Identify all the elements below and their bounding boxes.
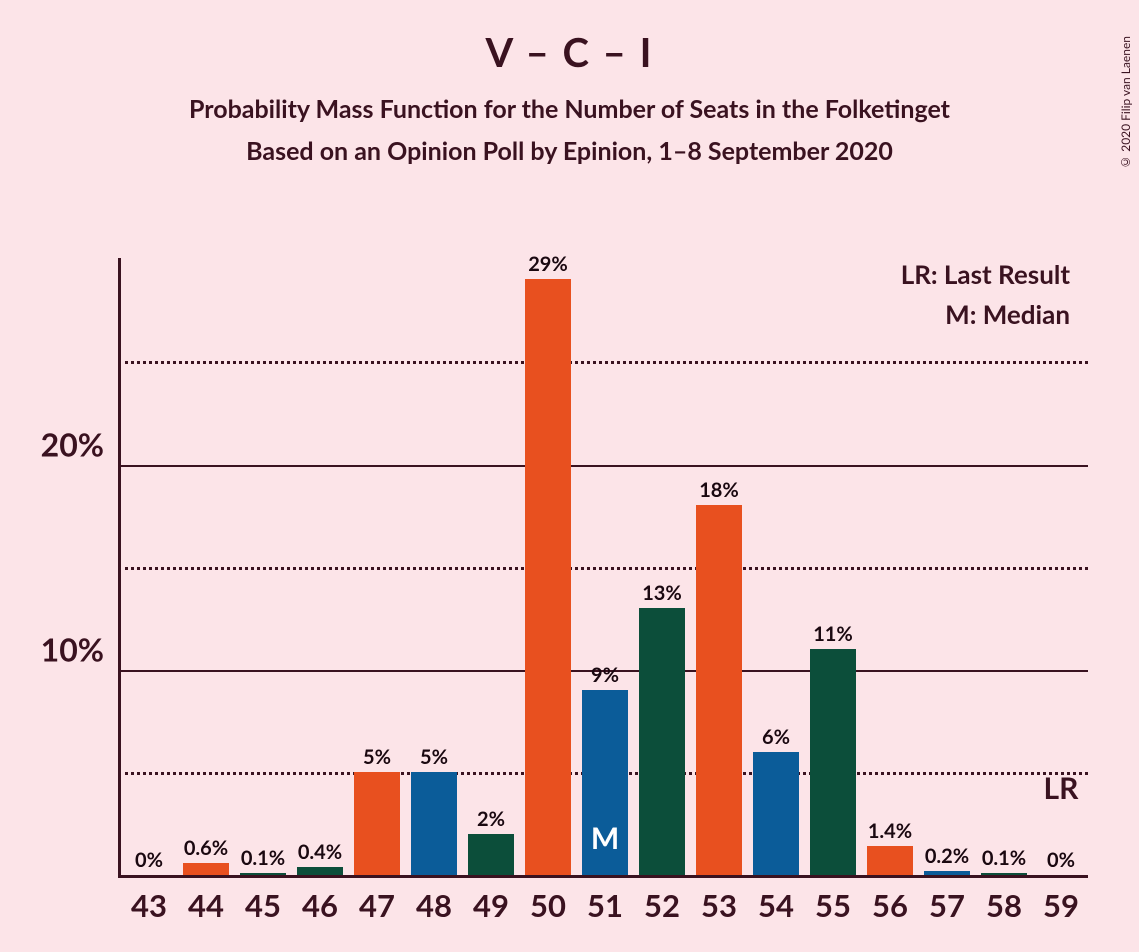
x-axis-label: 50 xyxy=(530,886,566,924)
bar-value-label: 6% xyxy=(762,725,790,749)
bar-value-label: 18% xyxy=(699,478,739,502)
x-axis-label: 47 xyxy=(359,886,395,924)
x-axis-label: 48 xyxy=(416,886,452,924)
chart-plot-area: LR: Last Result M: Median 10%20% 0%0.6%0… xyxy=(118,258,1088,878)
bar-value-label: 9% xyxy=(591,663,619,687)
legend-last-result: LR: Last Result xyxy=(901,258,1070,290)
median-marker: M xyxy=(591,820,619,856)
x-axis-label: 44 xyxy=(188,886,224,924)
bar xyxy=(753,752,799,875)
bar xyxy=(525,279,571,875)
gridline xyxy=(118,465,1088,467)
bar-value-label: 0.1% xyxy=(241,846,285,870)
x-axis-label: 53 xyxy=(701,886,737,924)
bar xyxy=(468,834,514,875)
chart-subtitle-1: Probability Mass Function for the Number… xyxy=(0,94,1139,124)
bar-value-label: 1.4% xyxy=(868,819,912,843)
x-axis-label: 54 xyxy=(758,886,794,924)
gridline-minor xyxy=(118,567,1088,570)
bar-value-label: 11% xyxy=(813,622,853,646)
bar xyxy=(354,772,400,875)
bar-value-label: 13% xyxy=(642,581,682,605)
last-result-marker: LR xyxy=(1044,770,1079,806)
x-axis-label: 45 xyxy=(245,886,281,924)
chart-title: V – C – I xyxy=(0,28,1139,76)
bar-value-label: 5% xyxy=(363,745,391,769)
bar xyxy=(810,649,856,875)
x-axis-label: 51 xyxy=(587,886,623,924)
bar xyxy=(639,608,685,875)
bar xyxy=(411,772,457,875)
x-axis-label: 49 xyxy=(473,886,509,924)
bar xyxy=(183,863,229,875)
bar xyxy=(297,867,343,875)
bar xyxy=(240,873,286,875)
bar-value-label: 0.1% xyxy=(982,846,1026,870)
chart-subtitle-2: Based on an Opinion Poll by Epinion, 1–8… xyxy=(0,136,1139,166)
copyright-text: © 2020 Filip van Laenen xyxy=(1118,36,1133,170)
bar-value-label: 5% xyxy=(420,745,448,769)
legend-median: M: Median xyxy=(945,298,1070,330)
y-axis-label: 20% xyxy=(41,424,104,463)
x-axis-label: 52 xyxy=(644,886,680,924)
x-axis-label: 43 xyxy=(131,886,167,924)
bar xyxy=(696,505,742,875)
bar-value-label: 0.2% xyxy=(925,844,969,868)
bar-value-label: 0% xyxy=(1047,848,1075,872)
x-axis xyxy=(118,875,1088,878)
bar xyxy=(924,871,970,875)
bar-value-label: 0.6% xyxy=(184,836,228,860)
x-axis-label: 58 xyxy=(986,886,1022,924)
bar-value-label: 0% xyxy=(135,848,163,872)
bar xyxy=(981,873,1027,875)
y-axis-label: 10% xyxy=(41,630,104,669)
x-axis-label: 55 xyxy=(815,886,851,924)
x-axis-label: 46 xyxy=(302,886,338,924)
x-axis-label: 57 xyxy=(929,886,965,924)
bar-value-label: 0.4% xyxy=(298,840,342,864)
bar-value-label: 2% xyxy=(477,807,505,831)
x-axis-label: 56 xyxy=(872,886,908,924)
bar xyxy=(867,846,913,875)
gridline-minor xyxy=(118,361,1088,364)
bar-value-label: 29% xyxy=(528,252,568,276)
x-axis-label: 59 xyxy=(1043,886,1079,924)
